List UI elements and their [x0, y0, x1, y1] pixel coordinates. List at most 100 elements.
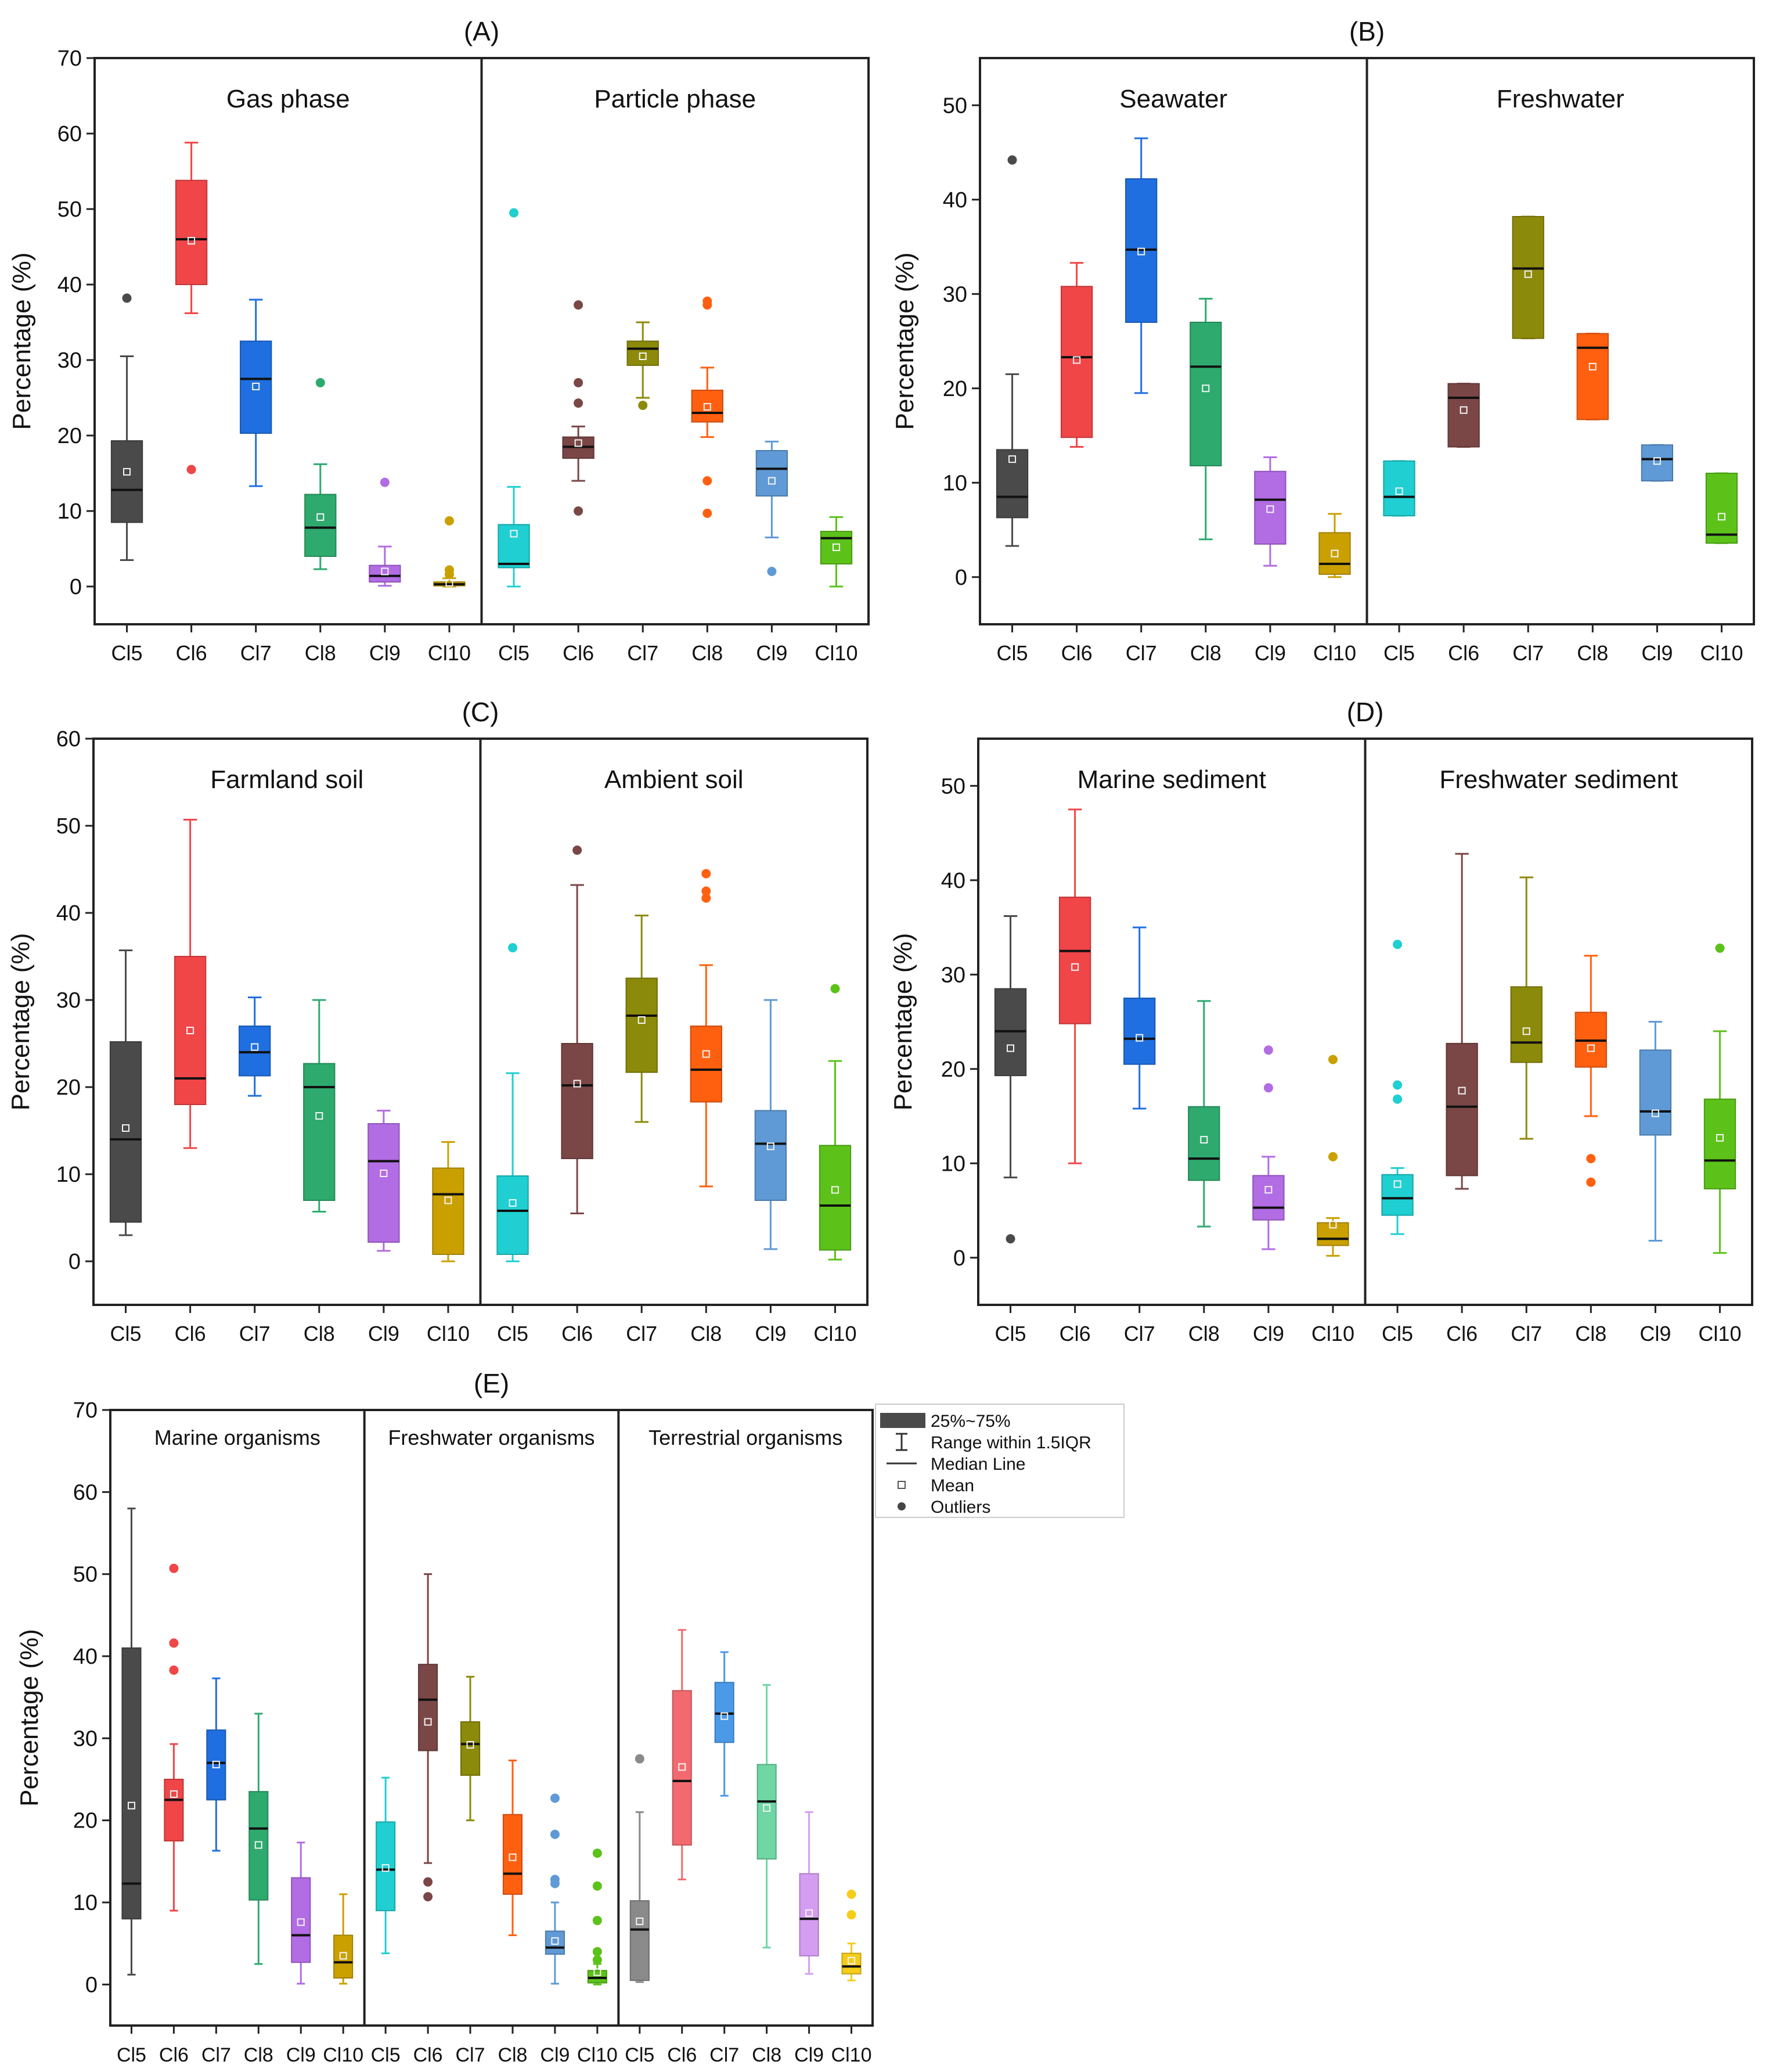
- mean-marker: [763, 1804, 771, 1812]
- legend-label: Range within 1.5IQR: [931, 1433, 1091, 1452]
- outlier-point: [444, 516, 454, 526]
- outlier-point: [1263, 1083, 1273, 1093]
- x-tick-label: Cl9: [369, 641, 401, 665]
- mean-marker: [127, 1801, 135, 1810]
- y-tick-label: 40: [73, 1645, 98, 1669]
- x-tick-label: Cl9: [540, 2044, 570, 2066]
- outlier-point: [592, 1848, 602, 1858]
- y-tick-label: 40: [941, 869, 965, 893]
- outlier-point: [169, 1638, 179, 1648]
- outlier-point: [122, 293, 132, 303]
- box-cl7: [714, 1651, 734, 1797]
- mean-marker: [316, 513, 325, 521]
- x-tick-label: Cl10: [1311, 1322, 1354, 1346]
- box-cl5: [376, 1776, 396, 1955]
- box-cl7: [1512, 215, 1544, 340]
- outlier-point: [444, 570, 454, 580]
- box-cl9: [1252, 1045, 1285, 1250]
- box-iqr: [304, 494, 337, 557]
- box-iqr: [1060, 286, 1093, 438]
- box-iqr: [174, 956, 207, 1105]
- mean-marker: [510, 530, 518, 538]
- mean-marker: [703, 403, 711, 411]
- outlier-point: [702, 300, 712, 310]
- box-iqr: [110, 440, 143, 523]
- box-cl10: [1317, 1055, 1349, 1257]
- box-iqr: [1190, 322, 1222, 466]
- box-cl6: [164, 1563, 184, 1912]
- box-cl7: [239, 997, 271, 1097]
- x-tick-label: Cl5: [625, 2044, 654, 2066]
- x-tick-label: Cl7: [201, 2044, 231, 2066]
- box-iqr: [1447, 383, 1480, 448]
- x-tick-label: Cl9: [1253, 1322, 1284, 1346]
- x-tick-label: Cl8: [752, 2044, 781, 2066]
- x-tick-label: Cl8: [498, 2044, 527, 2066]
- box-iqr: [820, 531, 853, 564]
- mean-marker: [1137, 247, 1145, 256]
- mean-marker: [1393, 1180, 1401, 1188]
- outlier-point: [572, 846, 582, 855]
- legend-label: Mean: [931, 1476, 974, 1495]
- outlier-point: [638, 401, 648, 410]
- subplot-title: Particle phase: [594, 85, 756, 113]
- x-tick-label: Cl7: [709, 2044, 739, 2066]
- y-axis-label: Percentage (%): [6, 933, 35, 1111]
- x-tick-label: Cl8: [1575, 1322, 1606, 1346]
- mean-marker: [1395, 487, 1403, 495]
- x-tick-label: Cl6: [1060, 1322, 1091, 1346]
- x-tick-label: Cl5: [995, 1322, 1026, 1346]
- y-axis-label: Percentage (%): [889, 933, 917, 1111]
- y-tick-label: 10: [57, 499, 82, 524]
- outlier-point: [702, 476, 712, 485]
- y-tick-label: 0: [953, 1246, 965, 1271]
- outlier-point: [423, 1877, 433, 1887]
- box-cl7: [206, 1677, 226, 1852]
- x-tick-label: Cl8: [1190, 641, 1222, 665]
- y-tick-label: 50: [943, 93, 967, 118]
- mean-marker: [380, 1170, 388, 1177]
- y-tick-label: 60: [56, 727, 81, 751]
- box-cl7: [1510, 876, 1543, 1140]
- x-tick-label: Cl6: [561, 1322, 593, 1346]
- mean-marker: [1653, 457, 1661, 465]
- outlier-point: [169, 1665, 179, 1675]
- y-tick-label: 30: [73, 1726, 98, 1751]
- box-cl10: [433, 516, 466, 588]
- box-iqr: [587, 1970, 607, 1984]
- box-iqr: [291, 1877, 311, 1963]
- y-tick-label: 30: [941, 963, 965, 987]
- subplot-title: Marine sediment: [1078, 765, 1266, 794]
- mean-marker: [445, 579, 453, 587]
- box-iqr: [303, 1063, 336, 1201]
- x-tick-label: Cl8: [690, 1322, 722, 1346]
- box-iqr: [690, 1026, 722, 1103]
- box-cl5: [110, 293, 143, 561]
- y-tick-label: 40: [57, 273, 82, 297]
- box-cl9: [799, 1811, 819, 1975]
- y-tick-label: 0: [85, 1973, 98, 1997]
- box-iqr: [754, 1110, 787, 1201]
- x-tick-label: Cl8: [1188, 1322, 1220, 1346]
- x-tick-label: Cl5: [371, 2044, 401, 2066]
- mean-marker: [848, 1956, 856, 1965]
- mean-marker: [424, 1718, 432, 1726]
- box-cl5: [496, 943, 529, 1262]
- box-iqr: [121, 1647, 142, 1920]
- box-iqr: [1317, 1222, 1349, 1246]
- box-iqr: [799, 1873, 819, 1956]
- box-iqr: [561, 1043, 593, 1159]
- x-tick-label: Cl9: [1641, 641, 1673, 665]
- panel-label: (A): [464, 16, 499, 46]
- x-tick-label: Cl8: [244, 2044, 273, 2066]
- x-tick-label: Cl6: [413, 2044, 443, 2066]
- outlier-point: [846, 1889, 856, 1899]
- box-cl5: [996, 155, 1029, 547]
- mean-marker: [1587, 1044, 1595, 1052]
- x-tick-label: Cl9: [756, 641, 787, 665]
- mean-marker: [831, 1186, 839, 1194]
- x-tick-label: Cl10: [323, 2044, 363, 2066]
- mean-marker: [639, 352, 647, 360]
- box-iqr: [240, 340, 272, 434]
- legend-item-box: 25%~75%: [880, 1412, 1011, 1431]
